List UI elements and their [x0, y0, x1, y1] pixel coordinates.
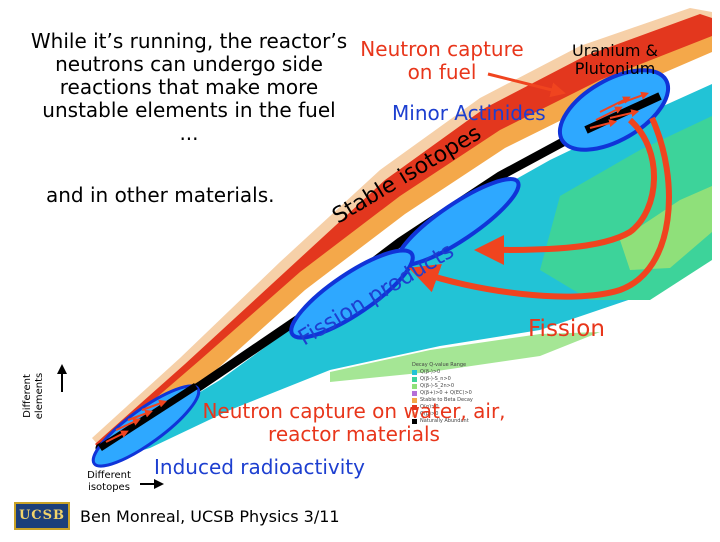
legend-swatch: [412, 419, 417, 424]
induced-ellipse: [91, 384, 201, 468]
fuel-pointer-arrow: [487, 72, 566, 98]
y-axis-label: Different elements: [22, 372, 45, 420]
minor-actinides-label: Minor Actinides: [392, 101, 546, 125]
fission-arrow-lower: [408, 116, 672, 300]
legend-text: Stable to Beta Decay: [420, 397, 473, 403]
induced-capture-arrows: [105, 399, 168, 443]
legend-text: Q(β-)-S_2n>0: [420, 383, 455, 389]
legend-item: Q(α)>0: [412, 404, 502, 411]
fission-label: Fission: [528, 316, 605, 342]
neutron-capture-water-label: Neutron capture on water, air, reactor m…: [202, 399, 506, 446]
legend-item: Q(β+)>0 + Q(EC)>0: [412, 390, 502, 397]
legend-text: Q(β-)>0: [420, 369, 441, 375]
legend-swatch: [412, 384, 417, 389]
legend-swatch: [412, 391, 417, 396]
uranium-plutonium-label: Uranium & Plutonium: [572, 41, 658, 79]
intro-text: While it’s running, the reactor’s neutro…: [30, 29, 348, 145]
ucsb-logo: UCSB: [14, 502, 70, 530]
x-axis-label: Different isotopes: [87, 470, 131, 493]
footer-credit: Ben Monreal, UCSB Physics 3/11: [80, 507, 340, 526]
legend-item: Q(β-)-S_2n>0: [412, 383, 502, 390]
band-neutron-rich-edge: [330, 332, 600, 382]
fission-arrow-upper: [474, 117, 657, 265]
legend-item: Q(p)>0: [412, 411, 502, 418]
legend-item: Stable to Beta Decay: [412, 397, 502, 404]
other-materials-text: and in other materials.: [46, 183, 275, 207]
legend-swatch: [412, 405, 417, 410]
chart-legend: Decay Q-value Range Q(β-)>0 Q(β-)-S_n>0 Q(β…: [412, 362, 502, 425]
legend-text: Decay Q-value Range: [412, 362, 467, 368]
legend-swatch: [412, 370, 417, 375]
legend-text: Q(β-)-S_n>0: [420, 376, 451, 382]
legend-text: Q(α)>0: [420, 404, 439, 410]
legend-item: Q(β-)>0: [412, 369, 502, 376]
legend-text: Q(β+)>0 + Q(EC)>0: [420, 390, 472, 396]
fission-ellipse-lower: [289, 248, 415, 340]
valley-through-actinides: [584, 92, 662, 134]
neutron-capture-fuel-label: Neutron capture on fuel: [360, 37, 524, 84]
legend-swatch: [412, 412, 417, 417]
legend-item: Naturally Abundant: [412, 418, 502, 425]
legend-swatch: [412, 377, 417, 382]
legend-item: Q(β-)-S_n>0: [412, 376, 502, 383]
legend-text: Naturally Abundant: [420, 418, 469, 424]
induced-radioactivity-label: Induced radioactivity: [154, 455, 365, 479]
actinide-capture-arrows: [589, 91, 650, 129]
legend-text: Q(p)>0: [420, 411, 439, 417]
legend-item: Decay Q-value Range: [412, 362, 502, 369]
legend-swatch: [412, 398, 417, 403]
